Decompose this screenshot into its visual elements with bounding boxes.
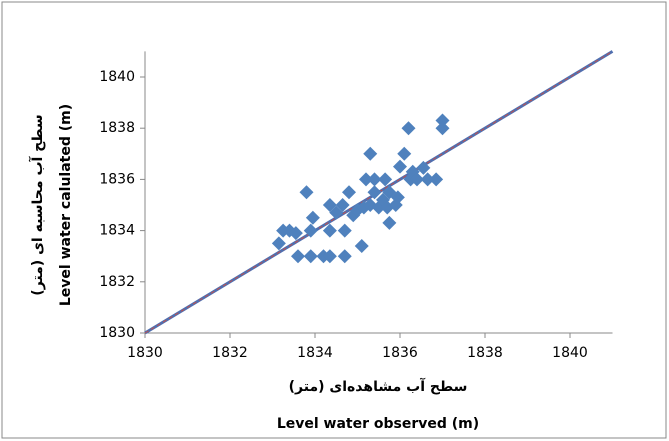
y-axis-label-fa: سطح آب محاسبه ای (متر) [28, 114, 46, 295]
point [410, 172, 424, 187]
point [271, 236, 286, 251]
point [397, 146, 412, 161]
point [420, 172, 435, 187]
point [337, 249, 352, 264]
point [393, 159, 407, 174]
point [322, 249, 337, 264]
point [382, 215, 397, 230]
x-tick-label: 1838 [467, 345, 503, 361]
point [354, 238, 369, 253]
point [291, 249, 305, 264]
x-tick-label: 1840 [552, 345, 588, 361]
point [337, 223, 352, 238]
y-tick-label: 1838 [99, 120, 135, 136]
point [429, 172, 444, 187]
point [303, 249, 318, 264]
point [303, 223, 318, 238]
point [435, 113, 450, 128]
x-tick-label: 1830 [127, 345, 163, 361]
y-tick-label: 1832 [99, 274, 135, 290]
y-axis-label: Level water calulated (m) [58, 104, 74, 306]
point [335, 198, 350, 212]
x-axis-label-fa: سطح آب مشاهده‌ای (متر) [289, 377, 468, 395]
x-tick-label: 1834 [297, 345, 333, 361]
point [367, 172, 382, 187]
point [359, 172, 373, 187]
point [322, 223, 337, 238]
point [416, 160, 431, 175]
y-tick-label: 1836 [99, 171, 135, 187]
point [288, 226, 303, 241]
point [363, 146, 378, 161]
y-tick-label: 1834 [99, 223, 135, 239]
y-tick-label: 1840 [99, 69, 135, 85]
point [322, 198, 337, 212]
point [329, 205, 344, 220]
x-tick-label: 1832 [212, 345, 248, 361]
y-tick-label: 1830 [99, 325, 135, 341]
point [435, 121, 450, 136]
point [401, 121, 416, 136]
point [378, 172, 393, 187]
point [390, 190, 405, 205]
point [299, 185, 314, 200]
point [305, 210, 320, 225]
x-tick-label: 1836 [382, 345, 418, 361]
point [367, 185, 382, 200]
x-axis-label: Level water observed (m) [277, 416, 479, 432]
point [342, 185, 356, 200]
